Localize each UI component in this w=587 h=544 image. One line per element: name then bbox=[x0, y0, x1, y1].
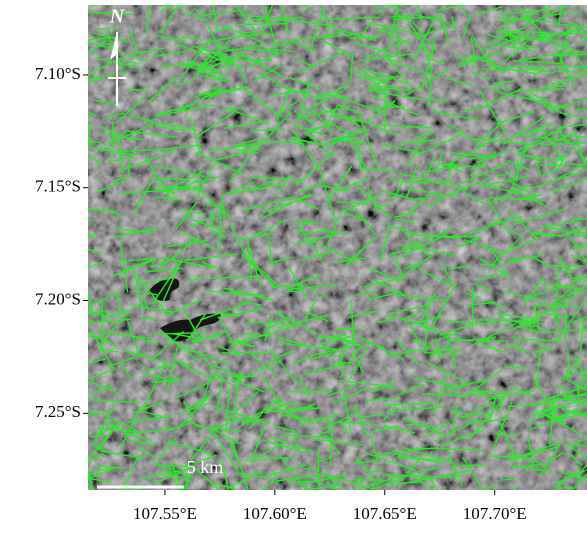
north-label: N bbox=[109, 6, 126, 28]
lineament bbox=[412, 235, 431, 236]
y-tick-label: 7.20°S bbox=[35, 289, 81, 308]
lineament bbox=[389, 0, 422, 3]
lineament bbox=[432, 349, 461, 350]
lineament bbox=[73, 259, 89, 274]
lineament bbox=[88, 491, 107, 497]
lineament bbox=[151, 381, 179, 382]
lineament bbox=[572, 219, 587, 220]
lineament bbox=[350, 497, 370, 501]
lineament bbox=[358, 77, 393, 78]
lineament bbox=[248, 0, 288, 5]
y-tick-label: 7.10°S bbox=[35, 64, 81, 83]
x-tick-label: 107.65°E bbox=[353, 504, 417, 523]
lineament bbox=[220, 213, 221, 249]
lineament bbox=[521, 0, 548, 4]
lineament bbox=[345, 1, 362, 3]
lineament bbox=[102, 300, 103, 352]
lineament bbox=[558, 312, 559, 328]
lineament bbox=[112, 121, 113, 159]
x-tick-label: 107.60°E bbox=[243, 504, 307, 523]
lineament bbox=[65, 219, 90, 238]
scale-label: 5 km bbox=[187, 457, 224, 477]
lineament bbox=[567, 0, 587, 2]
lineament bbox=[222, 108, 246, 109]
lineament bbox=[212, 211, 213, 227]
lineament bbox=[369, 0, 418, 2]
y-tick-label: 7.25°S bbox=[35, 402, 81, 421]
lineament bbox=[71, 254, 88, 262]
map-figure: N 5 km 7.10°S 7.15°S 7.20°S 7.25°S 107.55°E 1… bbox=[0, 0, 587, 544]
x-tick-label: 107.55°E bbox=[133, 504, 197, 523]
x-tick-label: 107.70°E bbox=[463, 504, 527, 523]
lineament bbox=[200, 3, 227, 5]
lineament bbox=[69, 1, 91, 6]
lineament bbox=[286, 291, 301, 292]
lineament bbox=[336, 497, 355, 500]
lineament bbox=[543, 86, 569, 87]
lineament bbox=[505, 367, 525, 368]
lineament bbox=[83, 4, 118, 5]
lineament bbox=[496, 32, 548, 33]
lineament bbox=[80, 332, 83, 380]
y-tick-label: 7.15°S bbox=[35, 177, 81, 196]
lineament bbox=[247, 322, 282, 323]
lineament bbox=[252, 130, 284, 131]
map-area: N 5 km bbox=[55, 0, 587, 522]
lineament bbox=[368, 90, 386, 91]
